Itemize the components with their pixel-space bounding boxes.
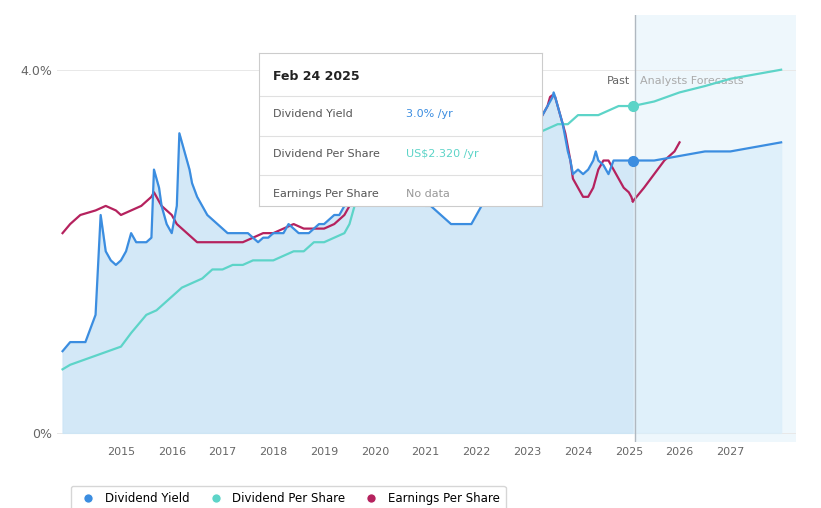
Text: Dividend Yield: Dividend Yield bbox=[273, 109, 352, 119]
Text: Past: Past bbox=[607, 76, 630, 86]
Text: US$2.320 /yr: US$2.320 /yr bbox=[406, 149, 479, 159]
Text: Earnings Per Share: Earnings Per Share bbox=[273, 188, 378, 199]
Text: 3.0% /yr: 3.0% /yr bbox=[406, 109, 452, 119]
Bar bbox=[635, 15, 796, 442]
Text: Dividend Per Share: Dividend Per Share bbox=[273, 149, 379, 159]
Text: Analysts Forecasts: Analysts Forecasts bbox=[640, 76, 744, 86]
Legend: Dividend Yield, Dividend Per Share, Earnings Per Share: Dividend Yield, Dividend Per Share, Earn… bbox=[71, 486, 506, 508]
Text: Feb 24 2025: Feb 24 2025 bbox=[273, 70, 360, 83]
Text: No data: No data bbox=[406, 188, 450, 199]
